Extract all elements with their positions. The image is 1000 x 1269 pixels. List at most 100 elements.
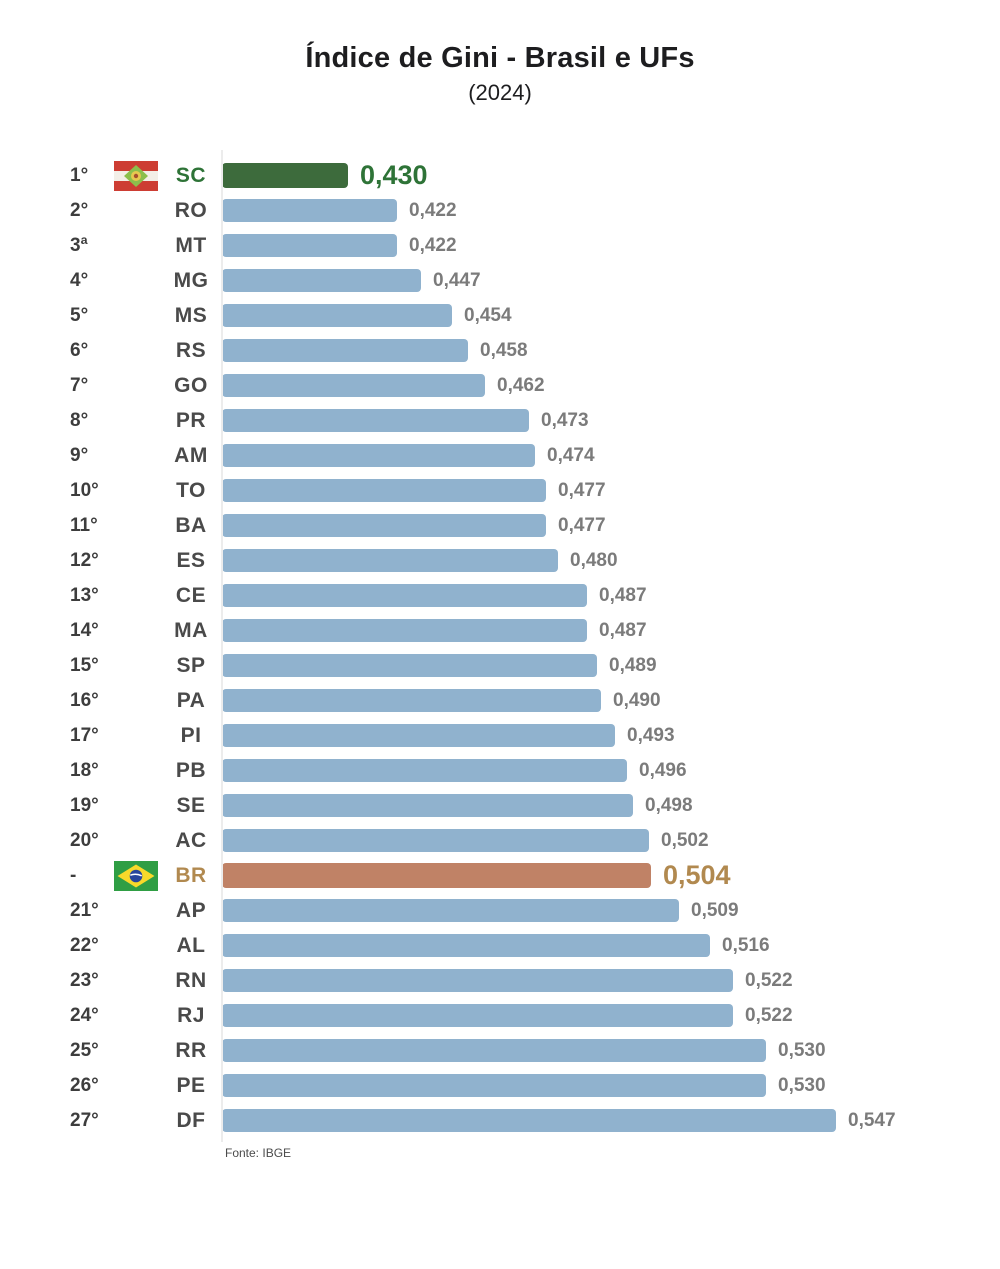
chart-subtitle: (2024) [468,80,532,105]
bar [222,269,421,292]
rank-label: 12° [70,549,99,571]
rank-label: 8° [70,409,89,431]
rank-label: 19° [70,794,99,816]
bar-area: 0,447 [222,269,481,292]
chart-row: 7° GO 0,462 [0,368,1000,403]
bar-area: 0,462 [222,374,545,397]
chart-row: 25° RR 0,530 [0,1033,1000,1068]
rank-label: 21° [70,899,99,921]
value-label: 0,480 [570,549,618,571]
flag-slot [114,756,162,786]
bar [222,1109,836,1132]
uf-label: MG [173,268,209,292]
rank-label: 26° [70,1074,99,1096]
uf-label: SP [176,653,206,677]
chart-row: 10° TO 0,477 [0,473,1000,508]
value-label: 0,516 [722,934,770,956]
rank-label: 20° [70,829,99,851]
uf-label: RN [175,968,207,992]
uf-label: CE [175,583,207,607]
gini-bar-chart: 1° SC 0,430 2° RO 0,422 3ª MT 0,422 4° M… [0,150,1000,1142]
rank-label: 11° [70,514,98,536]
chart-row: 9° AM 0,474 [0,438,1000,473]
uf-label: AM [174,443,208,467]
chart-row: 5° MS 0,454 [0,298,1000,333]
value-label: 0,473 [541,409,589,431]
bar-area: 0,454 [222,304,512,327]
uf-label: AC [175,828,207,852]
bar-area: 0,489 [222,654,657,677]
value-label: 0,462 [497,374,545,396]
rank-label: 27° [70,1109,99,1131]
uf-label: PE [176,1073,206,1097]
bar [222,619,587,642]
value-label: 0,487 [599,584,647,606]
value-label: 0,447 [433,269,481,291]
bar-area: 0,473 [222,409,589,432]
flag-slot [114,686,162,716]
rank-label: 9° [70,444,89,466]
flag-slot [114,616,162,646]
bar [222,1004,733,1027]
bar-area: 0,496 [222,759,687,782]
bar [222,584,587,607]
bar [222,234,397,257]
bar [222,759,627,782]
bar-area: 0,477 [222,514,606,537]
rank-label: 4° [70,269,89,291]
uf-label: AP [175,898,207,922]
rank-label: 16° [70,689,99,711]
uf-label: AL [176,933,206,957]
uf-label: PA [176,688,206,712]
uf-label: MS [174,303,208,327]
uf-label: TO [176,478,206,502]
bar-area: 0,516 [222,934,770,957]
chart-row: 27° DF 0,547 [0,1103,1000,1138]
bar-area: 0,477 [222,479,606,502]
chart-row: 1° SC 0,430 [0,158,1000,193]
value-label: 0,489 [609,654,657,676]
bar [222,829,649,852]
bar [222,934,710,957]
rank-label: 13° [70,584,99,606]
value-label: 0,496 [639,759,687,781]
chart-row: 24° RJ 0,522 [0,998,1000,1033]
chart-row: 26° PE 0,530 [0,1068,1000,1103]
bar-area: 0,509 [222,899,739,922]
uf-label: DF [176,1108,206,1132]
uf-label: PI [180,723,202,747]
value-label: 0,502 [661,829,709,851]
rank-label: 22° [70,934,99,956]
bar [222,514,546,537]
value-label: 0,458 [480,339,528,361]
chart-row: 16° PA 0,490 [0,683,1000,718]
value-label: 0,498 [645,794,693,816]
bar-area: 0,522 [222,969,793,992]
bar-area: 0,502 [222,829,709,852]
bar [222,549,558,572]
flag-slot [114,966,162,996]
chart-row: 11° BA 0,477 [0,508,1000,543]
bar-area: 0,422 [222,199,457,222]
rank-label: - [70,864,77,886]
chart-row: 12° ES 0,480 [0,543,1000,578]
chart-row: 23° RN 0,522 [0,963,1000,998]
bar [222,304,452,327]
flag-slot [114,1001,162,1031]
flag-slot [114,651,162,681]
flag-slot [114,406,162,436]
bar [222,1074,766,1097]
value-label: 0,490 [613,689,661,711]
rank-label: 10° [70,479,99,501]
chart-row: 2° RO 0,422 [0,193,1000,228]
bar [222,654,597,677]
rank-label: 15° [70,654,99,676]
rank-label: 6° [70,339,89,361]
bar [222,479,546,502]
uf-label: ES [176,548,206,572]
value-label: 0,454 [464,304,512,326]
value-label: 0,530 [778,1074,826,1096]
flag-slot [114,581,162,611]
bar-area: 0,530 [222,1039,826,1062]
value-label: 0,547 [848,1109,896,1131]
